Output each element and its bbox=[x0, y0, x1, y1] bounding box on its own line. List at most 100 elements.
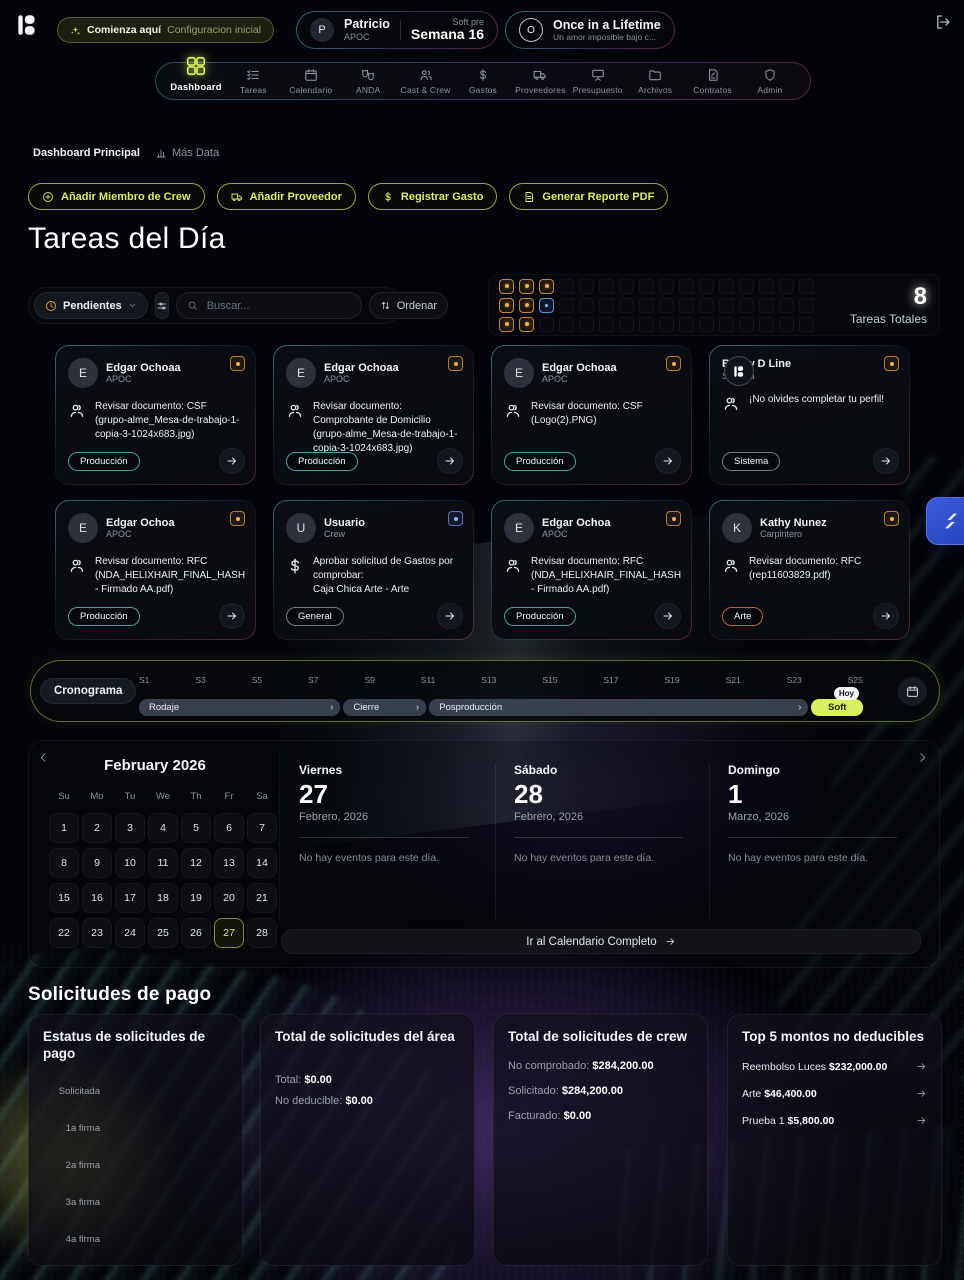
calendar-next-button[interactable] bbox=[916, 751, 929, 764]
calendar-day-22[interactable]: 22 bbox=[49, 918, 79, 948]
tab-gastos[interactable]: Gastos bbox=[455, 63, 511, 99]
generar-reporte-pdf-button[interactable]: Generar Reporte PDF bbox=[509, 183, 669, 210]
top-amount-row[interactable]: Prueba 1 $5,800.00 bbox=[742, 1115, 927, 1127]
breadcrumb-primary[interactable]: Dashboard Principal bbox=[33, 147, 140, 159]
sort-icon bbox=[380, 300, 391, 311]
tab-contratos[interactable]: Contratos bbox=[685, 63, 741, 99]
amount-row: No deducible: $0.00 bbox=[275, 1095, 460, 1107]
calendar-prev-button[interactable] bbox=[37, 751, 50, 764]
calendar-day-24[interactable]: 24 bbox=[115, 918, 145, 948]
task-card[interactable]: E Edgar Ochoa APOC Revisar documento: RF… bbox=[491, 500, 692, 640]
support-widget-button[interactable] bbox=[926, 497, 964, 545]
task-card[interactable]: Below D Line Sistema ¡No olvides complet… bbox=[709, 345, 910, 485]
calendar-day-8[interactable]: 8 bbox=[49, 848, 79, 878]
tab-dashboard[interactable]: Dashboard bbox=[168, 56, 224, 99]
project-badge[interactable]: O Once in a Lifetime Un amor imposible b… bbox=[505, 11, 675, 49]
calendar-day-5[interactable]: 5 bbox=[181, 813, 211, 843]
department-tag: Producción bbox=[68, 606, 140, 626]
tab-archivos[interactable]: Archivos bbox=[627, 63, 683, 99]
a-adir-proveedor-button[interactable]: Añadir Proveedor bbox=[216, 183, 356, 210]
calendar-day-20[interactable]: 20 bbox=[214, 883, 244, 913]
open-task-button[interactable] bbox=[655, 603, 681, 629]
calendar-day-19[interactable]: 19 bbox=[181, 883, 211, 913]
dollar-icon bbox=[476, 68, 490, 82]
open-task-button[interactable] bbox=[437, 603, 463, 629]
task-card[interactable]: E Edgar Ochoaa APOC Revisar documento: C… bbox=[55, 345, 256, 485]
task-card[interactable]: K Kathy Nunez Carpintero Revisar documen… bbox=[709, 500, 910, 640]
advanced-filter-button[interactable] bbox=[154, 292, 169, 319]
calendar-day-26[interactable]: 26 bbox=[181, 918, 211, 948]
heatmap-cell bbox=[699, 297, 714, 313]
avatar: E bbox=[504, 513, 534, 543]
tab-calendario[interactable]: Calendario bbox=[283, 63, 339, 99]
onboarding-pill[interactable]: Comienza aquí Configuracion inicial bbox=[57, 17, 275, 43]
breadcrumb-secondary[interactable]: Más Data bbox=[155, 147, 219, 159]
task-text: Revisar documento: RFC (NDA_HELIXHAIR_FI… bbox=[95, 556, 246, 595]
a-adir-miembro-de-crew-button[interactable]: Añadir Miembro de Crew bbox=[28, 183, 205, 210]
calendar-day-13[interactable]: 13 bbox=[214, 848, 244, 878]
calendar-day-6[interactable]: 6 bbox=[214, 813, 244, 843]
open-task-button[interactable] bbox=[873, 448, 899, 474]
calendar-day-25[interactable]: 25 bbox=[148, 918, 178, 948]
full-calendar-button[interactable]: Ir al Calendario Completo bbox=[281, 929, 921, 954]
search-input[interactable] bbox=[204, 298, 351, 313]
open-task-button[interactable] bbox=[219, 448, 245, 474]
top-amount-row[interactable]: Reembolso Luces $232,000.00 bbox=[742, 1061, 927, 1073]
sort-button[interactable]: Ordenar bbox=[368, 292, 449, 319]
phase-segment-posproducci-n[interactable]: Posproducción › bbox=[429, 699, 809, 716]
phase-segment-soft[interactable]: Soft bbox=[811, 699, 863, 716]
heatmap-cell bbox=[579, 316, 594, 332]
tab-tareas[interactable]: Tareas bbox=[225, 63, 281, 99]
registrar-gasto-button[interactable]: Registrar Gasto bbox=[367, 183, 498, 210]
tab-cast-crew[interactable]: Cast & Crew bbox=[398, 63, 454, 99]
calendar-day-17[interactable]: 17 bbox=[115, 883, 145, 913]
calendar-day-18[interactable]: 18 bbox=[148, 883, 178, 913]
app-logo[interactable] bbox=[14, 10, 40, 40]
timeline-calendar-button[interactable] bbox=[898, 677, 927, 706]
logout-icon[interactable] bbox=[934, 13, 952, 31]
calendar-day-28[interactable]: 28 bbox=[247, 918, 277, 948]
phase-segment-cierre[interactable]: Cierre › bbox=[343, 699, 427, 716]
timeline-ticks: S1 S3 S5 S7 S9 S11 S13 S15 S17 S19 S21 S23 S25 bbox=[139, 675, 863, 685]
truck-icon bbox=[533, 68, 547, 82]
top-amount-row[interactable]: Arte $46,400.00 bbox=[742, 1088, 927, 1100]
tab-presupuesto[interactable]: Presupuesto bbox=[570, 63, 626, 99]
calendar-day-15[interactable]: 15 bbox=[49, 883, 79, 913]
calendar-day-10[interactable]: 10 bbox=[115, 848, 145, 878]
heatmap-cell bbox=[519, 278, 534, 294]
crew-card-title: Total de solicitudes de crew bbox=[508, 1029, 688, 1044]
calendar-day-9[interactable]: 9 bbox=[82, 848, 112, 878]
calendar-day-21[interactable]: 21 bbox=[247, 883, 277, 913]
task-card[interactable]: U Usuario Crew Aprobar solicitud de Gast… bbox=[273, 500, 474, 640]
open-task-button[interactable] bbox=[437, 448, 463, 474]
breadcrumb: Dashboard Principal Más Data bbox=[33, 147, 219, 159]
calendar-day-14[interactable]: 14 bbox=[247, 848, 277, 878]
folder-icon bbox=[648, 68, 662, 82]
heatmap-cell bbox=[639, 278, 654, 294]
weekday-label: Mo bbox=[90, 791, 104, 802]
tab-admin[interactable]: Admin bbox=[742, 63, 798, 99]
task-card[interactable]: E Edgar Ochoa APOC Revisar documento: RF… bbox=[55, 500, 256, 640]
calendar-day-27[interactable]: 27 bbox=[214, 918, 244, 948]
calendar-day-11[interactable]: 11 bbox=[148, 848, 178, 878]
user-badge[interactable]: P Patricio APOC Soft pre Semana 16 bbox=[296, 11, 498, 49]
calendar-day-16[interactable]: 16 bbox=[82, 883, 112, 913]
calendar-day-12[interactable]: 12 bbox=[181, 848, 211, 878]
calendar-day-1[interactable]: 1 bbox=[49, 813, 79, 843]
calendar-day-7[interactable]: 7 bbox=[247, 813, 277, 843]
status-filter-dropdown[interactable]: Pendientes bbox=[34, 292, 148, 319]
calendar-day-23[interactable]: 23 bbox=[82, 918, 112, 948]
open-task-button[interactable] bbox=[655, 448, 681, 474]
calendar-day-4[interactable]: 4 bbox=[148, 813, 178, 843]
task-card[interactable]: E Edgar Ochoaa APOC Revisar documento: C… bbox=[273, 345, 474, 485]
phase-segment-rodaje[interactable]: Rodaje › bbox=[139, 699, 341, 716]
open-task-button[interactable] bbox=[873, 603, 899, 629]
status-badge bbox=[230, 511, 245, 526]
tab-anda[interactable]: ANDA bbox=[340, 63, 396, 99]
calendar-day-2[interactable]: 2 bbox=[82, 813, 112, 843]
tab-proveedores[interactable]: Proveedores bbox=[512, 63, 568, 99]
calendar-day-3[interactable]: 3 bbox=[115, 813, 145, 843]
open-task-button[interactable] bbox=[219, 603, 245, 629]
task-card[interactable]: E Edgar Ochoaa APOC Revisar documento: C… bbox=[491, 345, 692, 485]
